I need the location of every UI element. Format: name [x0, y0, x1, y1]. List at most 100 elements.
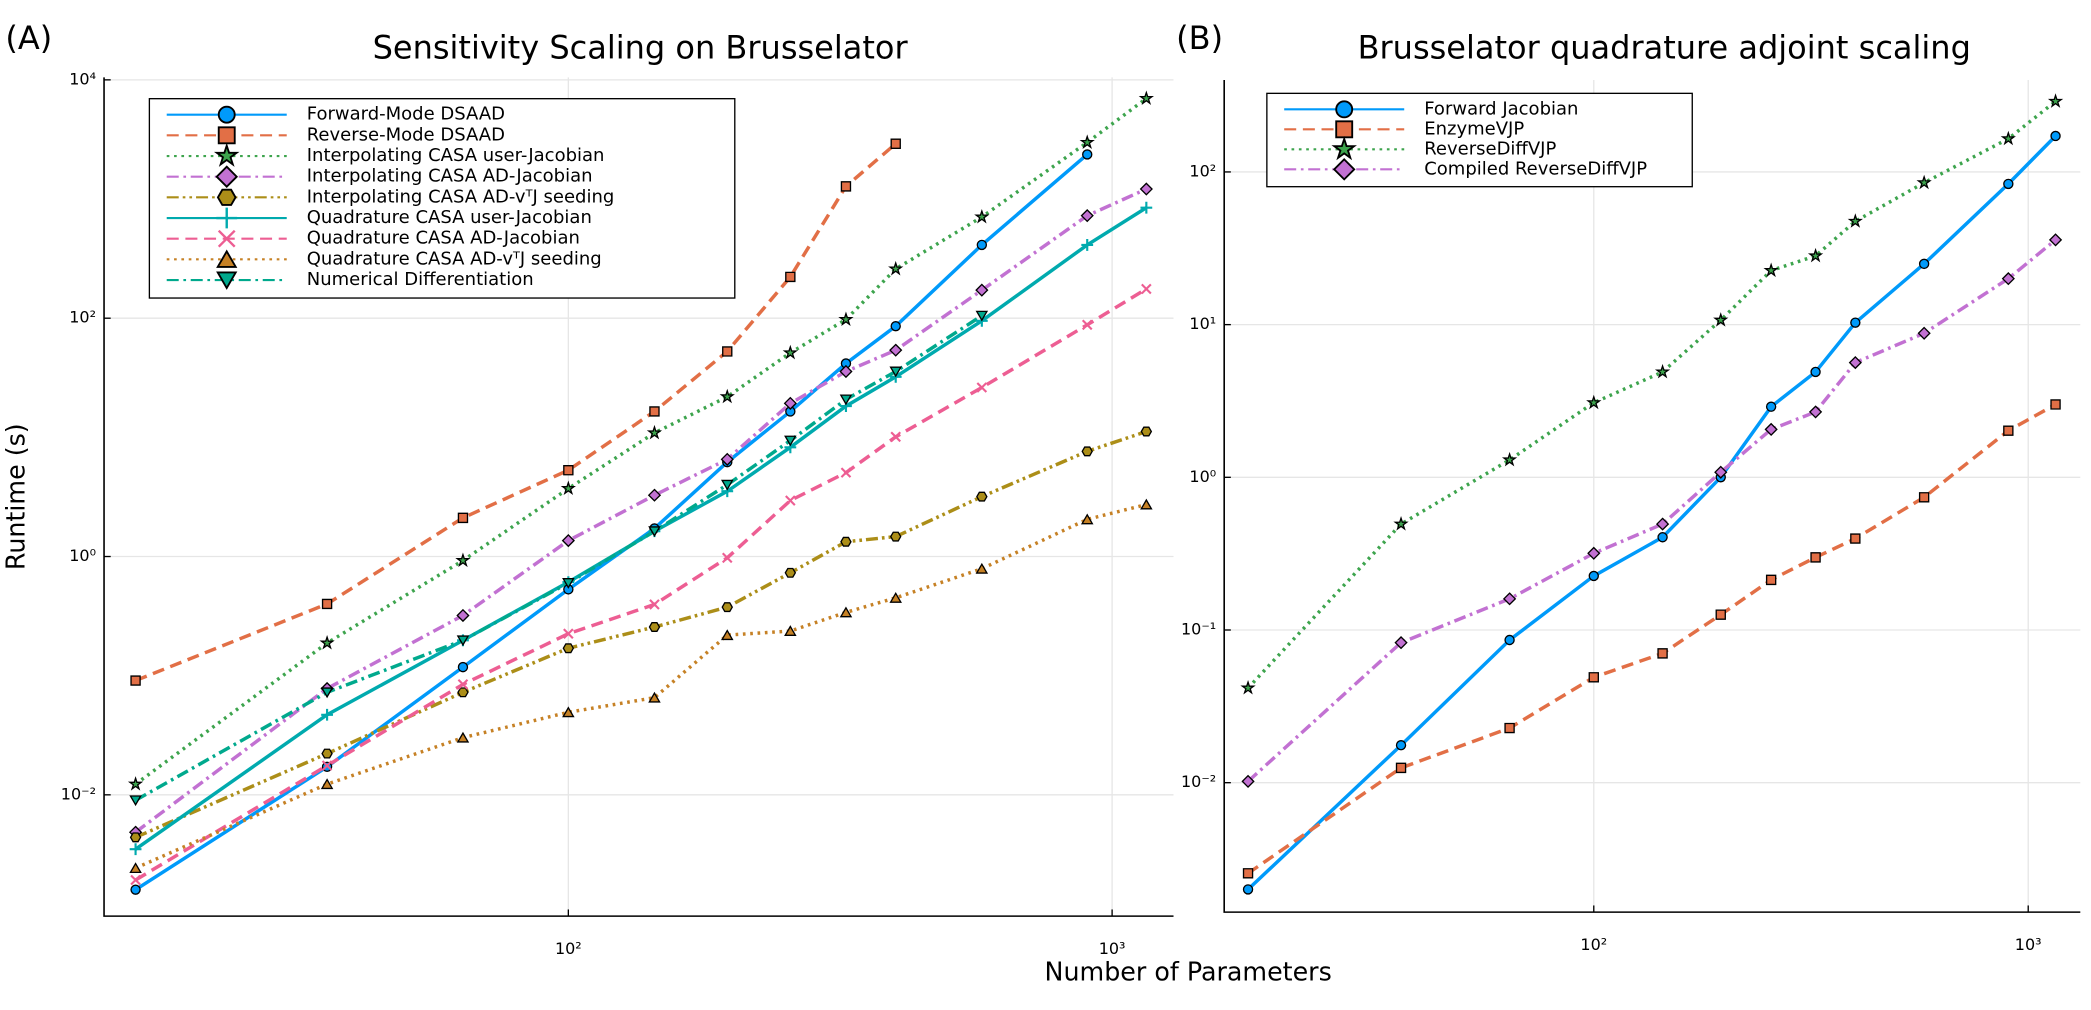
series-line	[134, 206, 1148, 851]
marker	[2001, 272, 2015, 286]
series-line	[1247, 402, 2057, 875]
marker	[321, 760, 333, 771]
legend-label: Forward Jacobian	[1424, 98, 1578, 119]
marker	[562, 577, 575, 589]
y-tick-label: 10¹	[1189, 314, 1216, 333]
marker	[840, 181, 852, 192]
marker	[1395, 762, 1407, 774]
y-tick-label: 10⁰	[69, 546, 96, 565]
series-line	[1246, 134, 2057, 891]
marker	[130, 884, 141, 895]
marker	[838, 311, 854, 326]
y-tick-label: 10⁻²	[61, 784, 96, 803]
marker	[1765, 401, 1777, 412]
marker	[1918, 258, 1930, 269]
marker	[130, 874, 141, 886]
marker	[1917, 326, 1931, 340]
marker	[1240, 679, 1256, 695]
legend-marker	[217, 126, 236, 145]
marker	[321, 708, 333, 721]
marker	[129, 795, 142, 807]
marker	[648, 622, 661, 633]
marker	[456, 731, 470, 743]
y-tick-label: 10⁴	[69, 69, 96, 88]
marker	[321, 748, 333, 759]
marker	[319, 634, 335, 650]
marker	[1504, 634, 1515, 646]
marker	[1850, 533, 1861, 544]
legend-label: Forward-Mode DSAAD	[307, 104, 505, 125]
series-line	[134, 287, 1148, 882]
x-tick-label: 10³	[1099, 939, 1126, 958]
marker	[130, 675, 141, 686]
marker	[457, 679, 469, 690]
marker	[457, 661, 469, 673]
marker	[129, 843, 142, 856]
marker	[1393, 516, 1409, 531]
marker	[648, 526, 661, 538]
marker	[785, 271, 796, 283]
x-axis-label: Number of Parameters	[1045, 956, 1332, 986]
marker	[2047, 93, 2064, 108]
marker	[1764, 422, 1778, 437]
marker	[562, 706, 575, 718]
legend-marker	[216, 271, 238, 290]
legend-marker	[213, 142, 240, 167]
axes-frame	[1223, 80, 2081, 913]
marker	[563, 584, 574, 595]
marker	[720, 629, 734, 641]
marker	[2003, 425, 2014, 436]
marker	[889, 591, 902, 603]
legend-marker	[216, 207, 238, 229]
legend-label: Interpolating CASA AD-vᵀJ seeding	[307, 186, 615, 207]
marker	[1501, 451, 1518, 467]
x-tick-label: 10²	[555, 939, 582, 958]
marker	[1504, 722, 1515, 734]
marker	[320, 778, 334, 790]
marker	[783, 396, 797, 410]
marker	[1140, 201, 1153, 214]
marker	[1082, 149, 1093, 160]
legend-label: EnzymeVJP	[1424, 118, 1524, 139]
marker	[1079, 134, 1095, 149]
panel-label: (A)	[5, 19, 52, 57]
marker	[784, 435, 797, 447]
marker	[1588, 570, 1599, 582]
marker	[976, 239, 988, 251]
marker	[1242, 884, 1254, 895]
marker	[1140, 498, 1153, 510]
axes-frame	[103, 77, 1174, 917]
marker	[457, 512, 469, 524]
marker	[889, 343, 903, 357]
chart-title: Sensitivity Scaling on Brusselator	[373, 28, 909, 66]
legend-label: Quadrature CASA AD-vᵀJ seeding	[307, 248, 602, 269]
marker	[647, 488, 662, 502]
marker	[1655, 517, 1670, 531]
marker	[649, 599, 660, 610]
legend-label: Reverse-Mode DSAAD	[307, 124, 505, 145]
marker	[129, 862, 142, 874]
marker	[975, 310, 989, 322]
marker	[890, 321, 901, 332]
series-line	[134, 97, 1148, 786]
marker	[560, 480, 576, 496]
legend-marker	[1332, 158, 1356, 181]
marker	[840, 358, 852, 369]
marker	[1241, 774, 1255, 788]
marker	[1138, 90, 1154, 105]
marker	[648, 691, 661, 703]
marker	[1394, 636, 1408, 650]
marker	[890, 431, 902, 443]
series-line	[134, 502, 1147, 870]
marker	[456, 608, 470, 623]
marker	[888, 260, 904, 276]
marker	[720, 452, 734, 466]
series-line	[134, 429, 1147, 839]
marker	[974, 208, 990, 224]
marker	[1502, 592, 1517, 606]
legend-box	[148, 98, 736, 299]
marker	[1140, 426, 1153, 437]
legend-label: Quadrature CASA AD-Jacobian	[307, 228, 580, 249]
legend-marker	[217, 105, 236, 124]
y-tick-label: 10⁰	[1189, 467, 1216, 486]
